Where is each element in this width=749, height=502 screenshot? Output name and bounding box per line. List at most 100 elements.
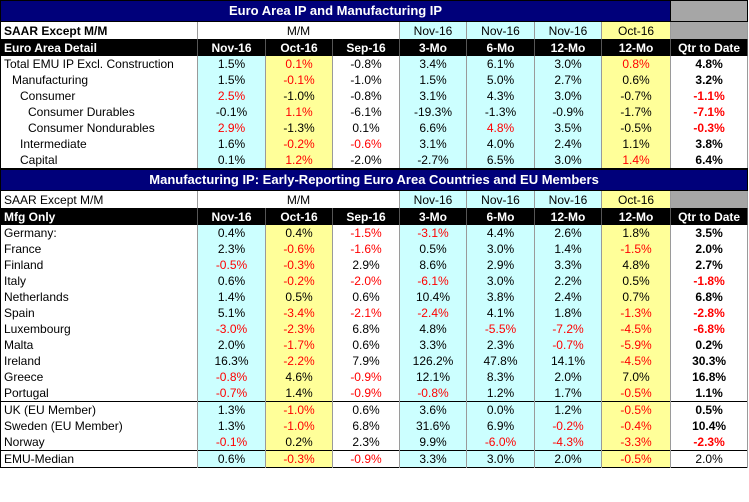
row-label: UK (EU Member) <box>0 401 198 418</box>
value-cell: -7.1% <box>670 104 749 120</box>
value-cell: -2.7% <box>399 152 467 169</box>
value-cell: 2.3% <box>197 241 266 257</box>
value-cell: -4.3% <box>534 434 602 451</box>
table-row: Netherlands 1.4% 0.5% 0.6% 10.4% 3.8% 2.4% 0.7%… <box>0 289 749 305</box>
value-cell: 6.8% <box>332 418 400 434</box>
value-cell: -2.3% <box>265 321 333 337</box>
column-header: Qtr to Date <box>670 39 749 56</box>
value-cell: -2.1% <box>332 305 400 321</box>
value-cell: -2.0% <box>332 273 400 289</box>
value-cell: 0.5% <box>670 401 749 418</box>
value-cell: 10.4% <box>399 289 467 305</box>
value-cell: -0.7% <box>534 337 602 353</box>
value-cell: 1.5% <box>197 56 266 72</box>
value-cell: 7.9% <box>332 353 400 369</box>
value-cell: 3.0% <box>466 241 535 257</box>
table-row: Consumer Durables -0.1% 1.1% -6.1% -19.3% -1.… <box>0 104 749 120</box>
value-cell: -0.1% <box>265 72 333 88</box>
row-label: Greece <box>0 369 198 385</box>
value-cell: 1.1% <box>265 104 333 120</box>
value-cell: 6.8% <box>332 321 400 337</box>
top-sub-left: SAAR Except M/M <box>0 21 198 39</box>
column-header: 3-Mo <box>399 208 467 225</box>
value-cell: -1.5% <box>601 241 672 257</box>
value-cell: 4.8% <box>399 321 467 337</box>
table-row: UK (EU Member) 1.3% -1.0% 0.6% 3.6% 0.0% 1.2% -… <box>0 401 749 418</box>
value-cell: -0.5% <box>601 385 672 402</box>
value-cell: 1.5% <box>399 72 467 88</box>
value-cell: 2.9% <box>332 257 400 273</box>
value-cell: 47.8% <box>466 353 535 369</box>
row-label: Capital <box>0 152 198 169</box>
bottom-sub-mm: M/M <box>197 190 400 208</box>
value-cell: -1.3% <box>601 305 672 321</box>
value-cell: 31.6% <box>399 418 467 434</box>
value-cell: -0.8% <box>399 385 467 402</box>
value-cell: -0.1% <box>197 104 266 120</box>
value-cell: 0.6% <box>601 72 672 88</box>
value-cell: 4.8% <box>670 56 749 72</box>
value-cell: -0.3% <box>265 257 333 273</box>
value-cell: 126.2% <box>399 353 467 369</box>
value-cell: 8.6% <box>399 257 467 273</box>
value-cell: -0.6% <box>332 136 400 152</box>
row-label: Netherlands <box>0 289 198 305</box>
value-cell: -6.1% <box>399 273 467 289</box>
value-cell: -0.8% <box>332 56 400 72</box>
table-row: EMU-Median 0.6% -0.3% -0.9% 3.3% 3.0% 2.0% -0.5… <box>0 450 749 468</box>
countries-section: Manufacturing IP: Early-Reporting Euro A… <box>0 168 749 468</box>
value-cell: 1.2% <box>466 385 535 402</box>
table-row: Italy 0.6% -0.2% -2.0% -6.1% 3.0% 2.2% 0.5% -1.8… <box>0 273 749 289</box>
value-cell: 2.0% <box>197 337 266 353</box>
value-cell: 1.1% <box>601 136 672 152</box>
top-header-row: Euro Area Detail Nov-16 Oct-16 Sep-16 3-Mo 6-… <box>0 39 749 56</box>
value-cell: -6.1% <box>332 104 400 120</box>
value-cell: 1.4% <box>534 241 602 257</box>
value-cell: -0.4% <box>601 418 672 434</box>
value-cell: 1.2% <box>265 152 333 169</box>
row-label: Consumer Nondurables <box>0 120 198 136</box>
bottom-sub-oct: Oct-16 <box>601 190 672 208</box>
value-cell: 30.3% <box>670 353 749 369</box>
value-cell: -0.3% <box>670 120 749 136</box>
value-cell: -0.5% <box>601 401 672 418</box>
value-cell: -1.7% <box>265 337 333 353</box>
value-cell: 0.2% <box>670 337 749 353</box>
value-cell: 0.6% <box>197 273 266 289</box>
value-cell: 0.2% <box>265 434 333 451</box>
value-cell: 16.8% <box>670 369 749 385</box>
euro-area-section: Euro Area IP and Manufacturing IP SAAR E… <box>0 0 749 169</box>
value-cell: 2.0% <box>534 369 602 385</box>
value-cell: -0.5% <box>197 257 266 273</box>
bottom-sub-nov2: Nov-16 <box>466 190 535 208</box>
value-cell: 5.1% <box>197 305 266 321</box>
top-sub-oct: Oct-16 <box>601 21 672 39</box>
row-label: Germany: <box>0 225 198 241</box>
value-cell: -1.6% <box>332 241 400 257</box>
table-row: Intermediate 1.6% -0.2% -0.6% 3.1% 4.0% 2.4% 1.… <box>0 136 749 152</box>
value-cell: 1.3% <box>197 401 266 418</box>
table-row: Capital 0.1% 1.2% -2.0% -2.7% 6.5% 3.0% 1.4% 6.4… <box>0 152 749 169</box>
top-sub-nov2: Nov-16 <box>466 21 535 39</box>
row-label: Consumer Durables <box>0 104 198 120</box>
row-label: Luxembourg <box>0 321 198 337</box>
value-cell: 6.1% <box>466 56 535 72</box>
value-cell: -6.0% <box>466 434 535 451</box>
value-cell: 14.1% <box>534 353 602 369</box>
row-label: Manufacturing <box>0 72 198 88</box>
value-cell: -4.5% <box>601 321 672 337</box>
value-cell: -5.5% <box>466 321 535 337</box>
value-cell: 2.3% <box>332 434 400 451</box>
value-cell: 2.0% <box>670 450 749 468</box>
value-cell: 6.5% <box>466 152 535 169</box>
value-cell: 6.4% <box>670 152 749 169</box>
column-header: Sep-16 <box>332 39 400 56</box>
value-cell: -3.3% <box>601 434 672 451</box>
value-cell: 16.3% <box>197 353 266 369</box>
value-cell: -0.2% <box>265 136 333 152</box>
value-cell: 4.8% <box>601 257 672 273</box>
column-header: 12-Mo <box>534 39 602 56</box>
value-cell: 3.0% <box>466 450 535 468</box>
table-row: Consumer 2.5% -1.0% -0.8% 3.1% 4.3% 3.0% -0.7% -… <box>0 88 749 104</box>
bottom-header-row: Mfg Only Nov-16 Oct-16 Sep-16 3-Mo 6-Mo 12-Mo 1… <box>0 208 749 225</box>
